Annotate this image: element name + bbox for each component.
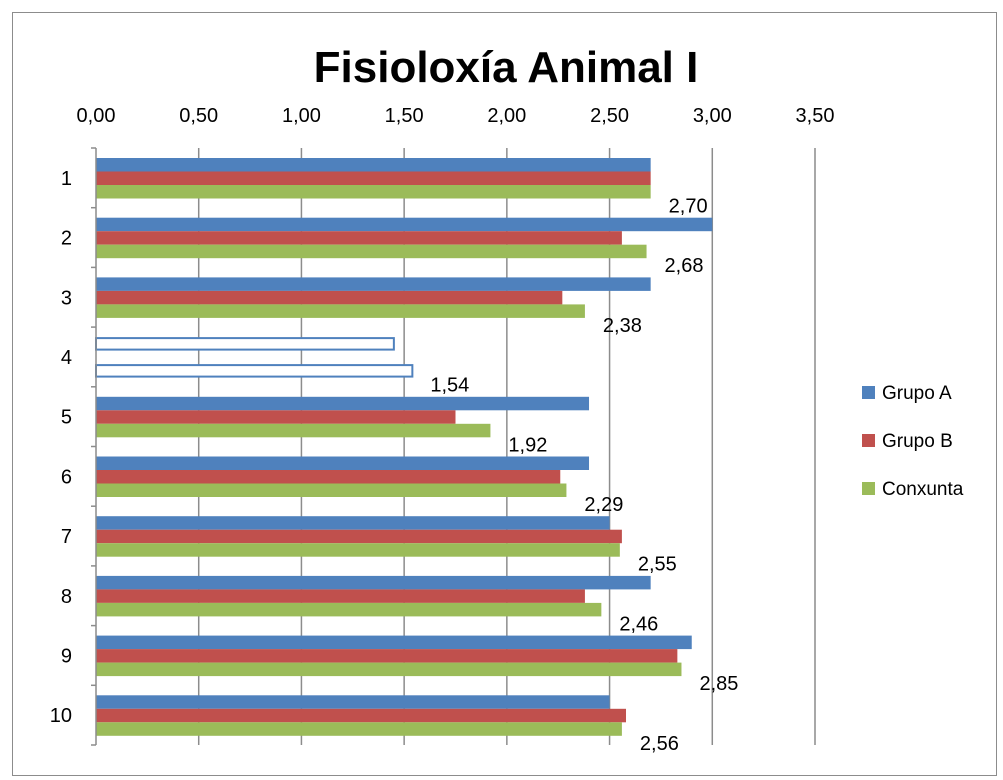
data-label-9: 2,85	[699, 673, 738, 695]
bar-cat4-conxunta	[95, 364, 414, 378]
bar-cat8-grupo-a	[96, 575, 651, 590]
bar-cat5-grupo-a	[96, 396, 590, 411]
category-label-2: 2	[61, 228, 72, 250]
x-tick-label-7: 3,50	[796, 105, 835, 127]
category-label-6: 6	[61, 466, 72, 488]
bar-cat2-conxunta	[96, 244, 647, 259]
data-label-8: 2,46	[619, 613, 658, 635]
category-label-5: 5	[61, 407, 72, 429]
bar-cat9-grupo-b	[96, 649, 678, 663]
data-label-5: 1,92	[508, 434, 547, 456]
bar-cat1-grupo-b	[96, 171, 651, 185]
bar-cat3-grupo-b	[96, 290, 563, 305]
bar-cat10-conxunta	[96, 722, 622, 736]
bar-cat2-grupo-a	[96, 217, 713, 232]
bar-cat5-conxunta	[96, 423, 491, 438]
legend-label-grupo-b: Grupo B	[882, 431, 953, 452]
data-label-3: 2,38	[603, 315, 642, 337]
category-label-10: 10	[50, 705, 72, 727]
category-label-1: 1	[61, 168, 72, 190]
legend-swatch-grupo-a	[862, 386, 875, 399]
x-tick-label-1: 0,50	[179, 105, 218, 127]
bar-cat10-grupo-a	[96, 695, 610, 709]
bar-cat9-grupo-a	[96, 635, 692, 650]
legend-label-conxunta: Conxunta	[882, 479, 964, 500]
bar-cat2-grupo-b	[96, 231, 622, 245]
bar-cat7-conxunta	[96, 543, 620, 557]
bar-cat8-grupo-b	[96, 589, 585, 603]
bar-cat1-grupo-a	[96, 158, 651, 172]
category-label-8: 8	[61, 586, 72, 608]
bar-cat6-grupo-a	[96, 456, 590, 470]
bar-cat10-grupo-b	[96, 708, 627, 723]
x-tick-label-6: 3,00	[693, 105, 732, 127]
bar-cat3-grupo-a	[96, 277, 651, 291]
bar-cat1-conxunta	[96, 185, 651, 199]
bar-cat6-conxunta	[96, 483, 567, 497]
legend-swatch-grupo-b	[862, 434, 875, 447]
data-label-4: 1,54	[430, 375, 469, 397]
chart-title: Fisioloxía Animal I	[313, 43, 699, 92]
data-label-10: 2,56	[640, 733, 679, 755]
x-tick-label-2: 1,00	[282, 105, 321, 127]
category-label-4: 4	[61, 347, 72, 369]
bar-cat9-conxunta	[96, 662, 682, 677]
bar-cat3-conxunta	[96, 304, 585, 318]
bar-cat7-grupo-b	[96, 529, 622, 544]
category-label-3: 3	[61, 287, 72, 309]
bar-cat6-grupo-b	[96, 470, 561, 484]
x-tick-label-3: 1,50	[385, 105, 424, 127]
category-label-7: 7	[61, 526, 72, 548]
data-label-6: 2,29	[584, 494, 623, 516]
bar-cat4-grupo-a	[95, 337, 395, 351]
x-tick-label-4: 2,00	[487, 105, 526, 127]
bar-cat7-grupo-a	[96, 516, 610, 530]
data-label-1: 2,70	[669, 196, 708, 218]
category-label-9: 9	[61, 645, 72, 667]
data-label-7: 2,55	[638, 554, 677, 576]
legend-label-grupo-a: Grupo A	[882, 383, 952, 404]
data-label-2: 2,68	[665, 255, 704, 277]
legend-swatch-conxunta	[862, 482, 875, 495]
bar-cat8-conxunta	[96, 602, 602, 617]
x-tick-label-0: 0,00	[77, 105, 116, 127]
x-tick-label-5: 2,50	[590, 105, 629, 127]
bar-cat5-grupo-b	[96, 410, 456, 424]
